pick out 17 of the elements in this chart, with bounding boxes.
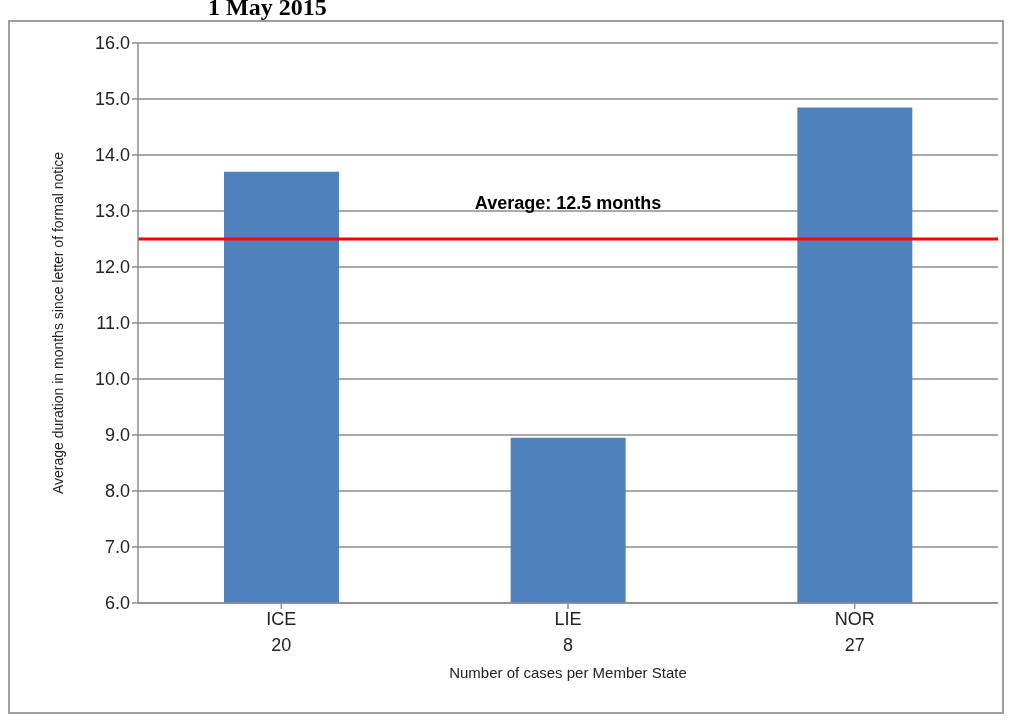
y-tick-label: 6.0	[104, 593, 130, 614]
y-tick-label: 11.0	[96, 313, 130, 334]
y-tick-label: 7.0	[104, 537, 130, 558]
y-tick-label: 15.0	[94, 89, 130, 110]
x-axis-title: Number of cases per Member State	[449, 664, 687, 681]
x-tick-label: NOR 27	[834, 609, 875, 655]
y-tick-label: 13.0	[94, 201, 130, 222]
y-tick-label: 10.0	[94, 369, 130, 390]
ref-line-label: Average: 12.5 months	[474, 193, 662, 213]
y-tick-label: 12.0	[94, 257, 130, 278]
y-axis-title: Average duration in months since letter of formal notice	[49, 151, 66, 495]
y-tick-label: 14.0	[94, 145, 130, 166]
y-tick-label: 8.0	[104, 481, 130, 502]
x-tick-label: ICE 20	[266, 609, 297, 655]
x-tick-label: LIE 8	[554, 609, 582, 655]
y-tick-label: 16.0	[94, 33, 130, 54]
y-tick-label: 9.0	[104, 425, 130, 446]
